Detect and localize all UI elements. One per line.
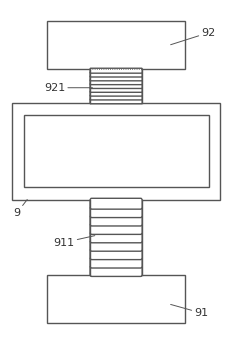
FancyBboxPatch shape [90,80,142,85]
FancyBboxPatch shape [90,68,142,73]
FancyBboxPatch shape [90,84,142,88]
FancyBboxPatch shape [90,224,142,234]
FancyBboxPatch shape [90,76,142,81]
FancyBboxPatch shape [90,266,142,277]
Text: 911: 911 [53,236,95,248]
Text: 921: 921 [44,83,92,93]
Text: 92: 92 [171,28,216,45]
FancyBboxPatch shape [90,240,142,251]
FancyBboxPatch shape [90,72,142,77]
Bar [47,275,185,323]
Bar [12,103,220,200]
Bar [24,115,209,187]
FancyBboxPatch shape [90,95,142,100]
FancyBboxPatch shape [90,257,142,268]
FancyBboxPatch shape [90,207,142,217]
FancyBboxPatch shape [90,232,142,243]
FancyBboxPatch shape [90,91,142,96]
Text: 9: 9 [13,200,27,218]
FancyBboxPatch shape [90,99,142,104]
FancyBboxPatch shape [90,215,142,226]
FancyBboxPatch shape [90,198,142,209]
Text: 91: 91 [171,304,209,318]
FancyBboxPatch shape [90,249,142,260]
FancyBboxPatch shape [90,87,142,92]
Bar [47,21,185,69]
